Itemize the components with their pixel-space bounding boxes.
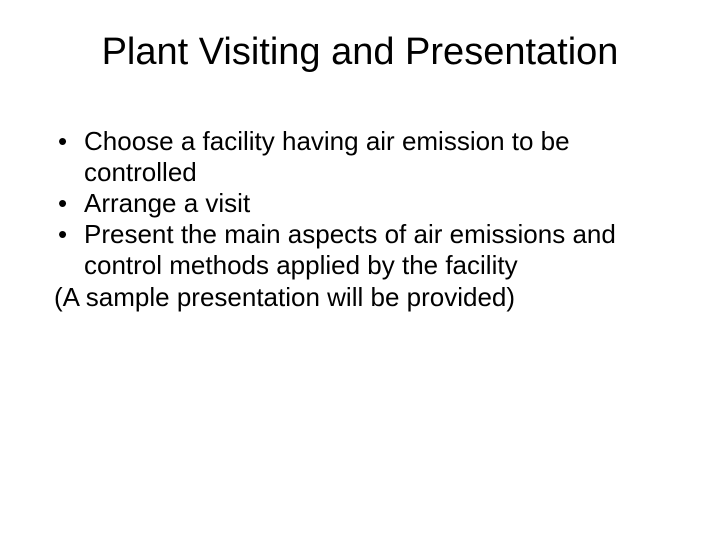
list-item: Choose a facility having air emission to…	[54, 126, 680, 188]
list-item: Present the main aspects of air emission…	[54, 219, 680, 281]
bullet-list: Choose a facility having air emission to…	[54, 126, 680, 282]
slide-body: Choose a facility having air emission to…	[40, 126, 680, 313]
slide-note: (A sample presentation will be provided)	[54, 282, 680, 313]
list-item: Arrange a visit	[54, 188, 680, 219]
slide-title: Plant Visiting and Presentation	[40, 30, 680, 76]
slide: Plant Visiting and Presentation Choose a…	[0, 0, 720, 540]
